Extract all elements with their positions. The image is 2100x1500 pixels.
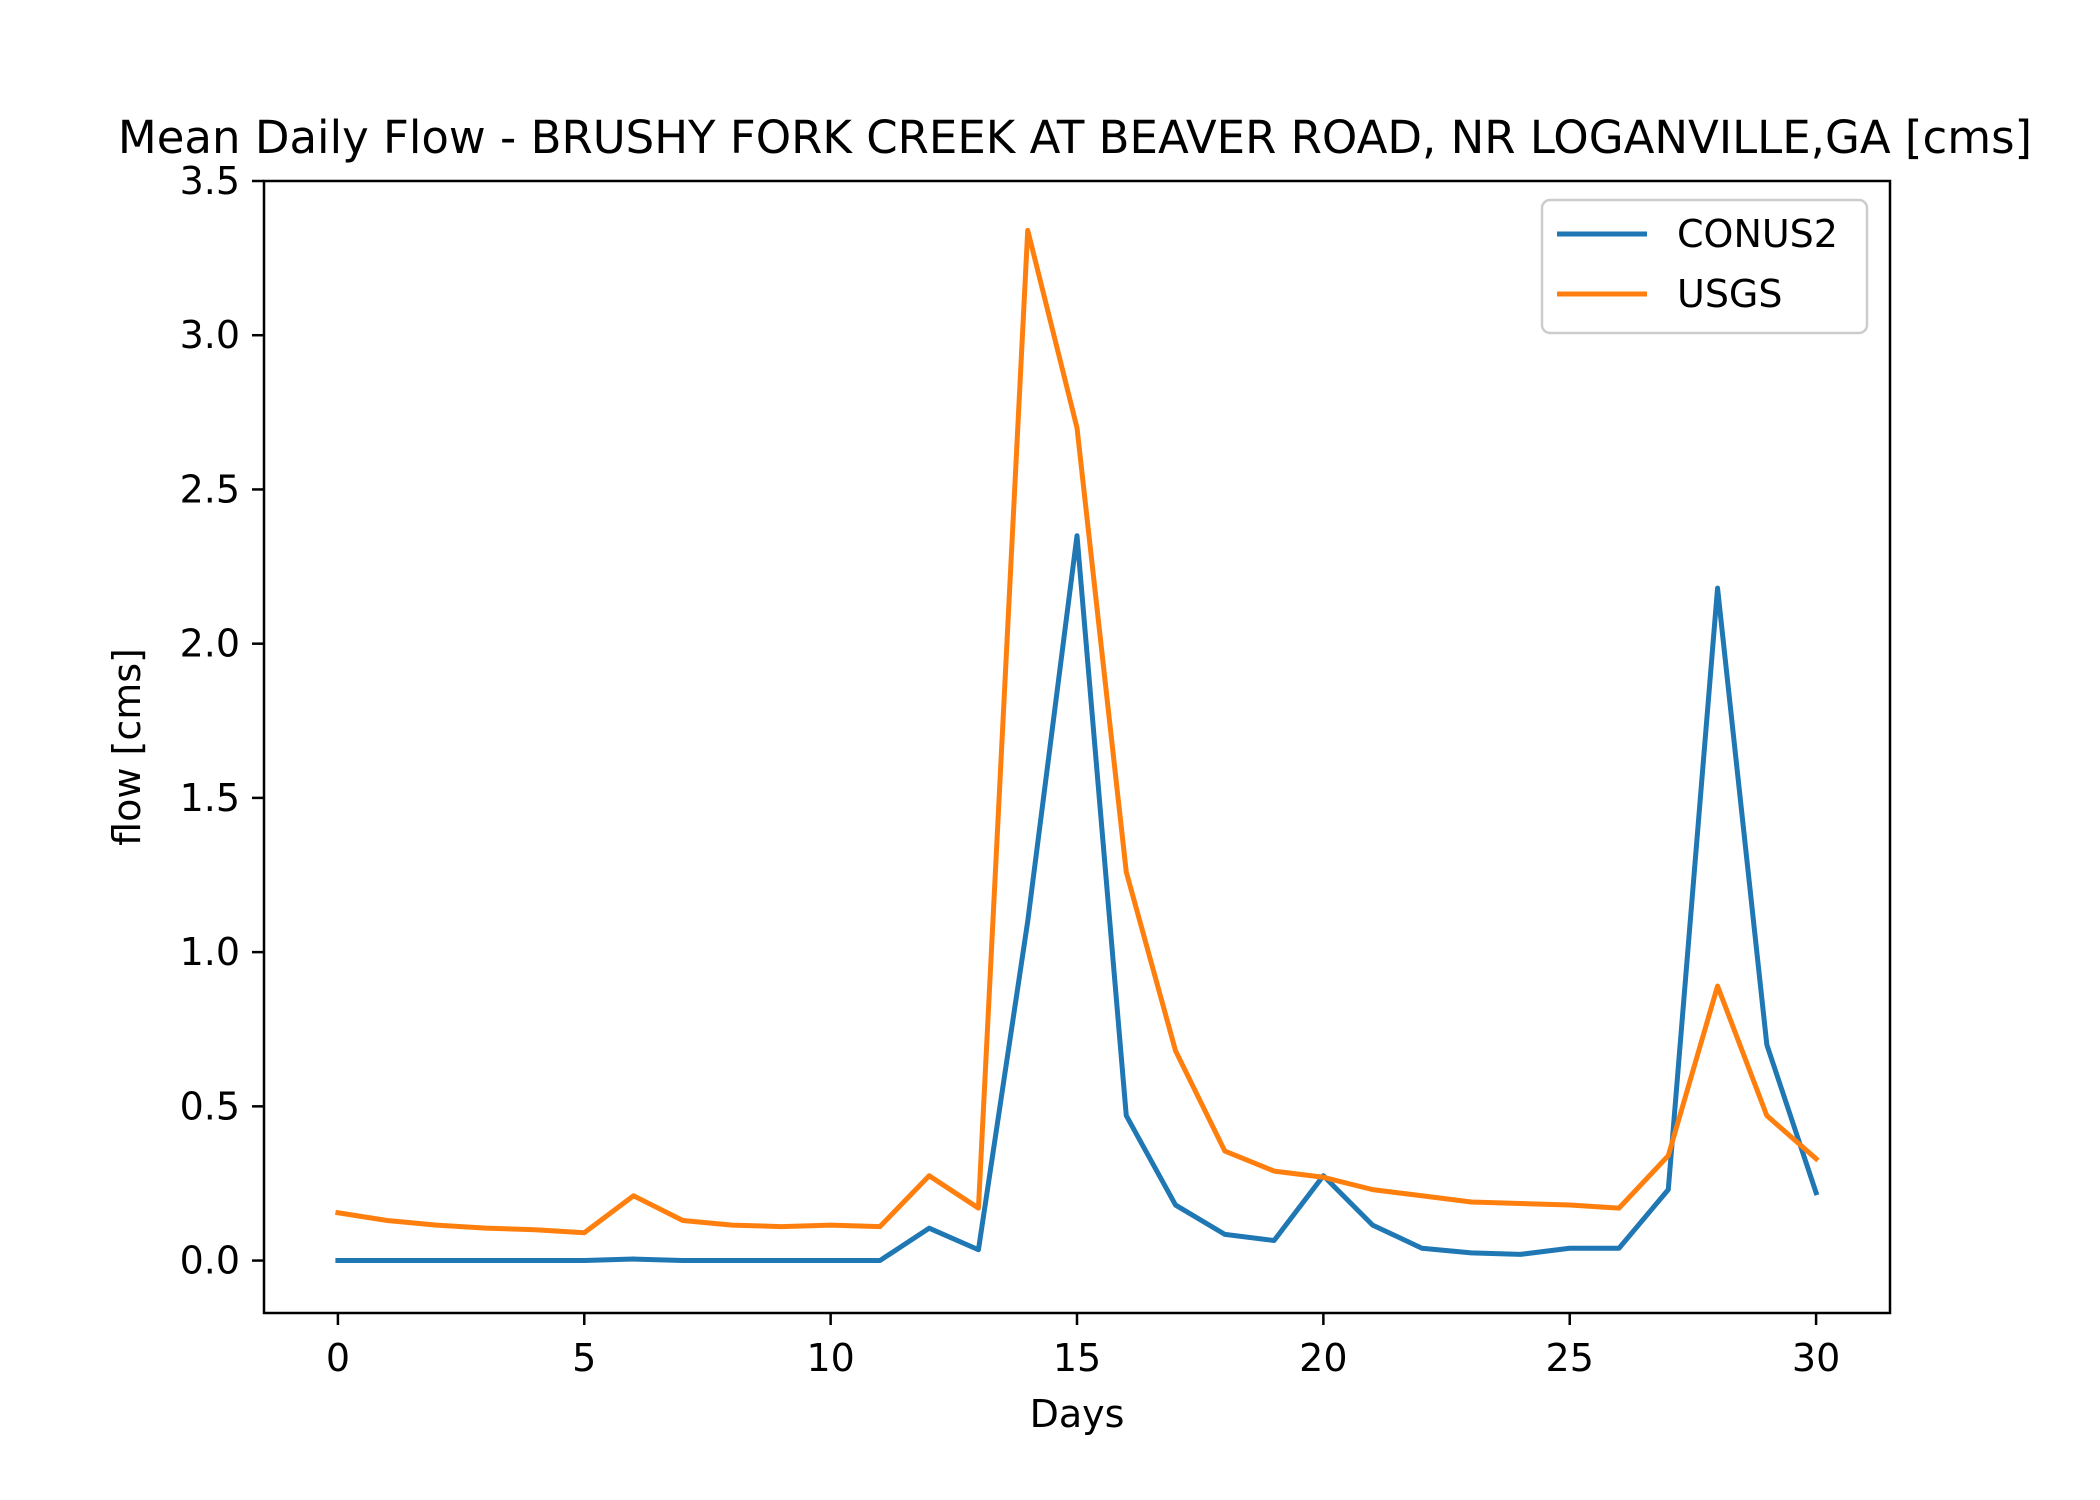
x-tick-label: 30 bbox=[1792, 1336, 1840, 1380]
x-tick-label: 0 bbox=[326, 1336, 350, 1380]
y-tick-label: 2.0 bbox=[180, 622, 240, 666]
x-axis-label: Days bbox=[1030, 1392, 1125, 1436]
y-tick-label: 1.0 bbox=[180, 930, 240, 974]
y-axis: 0.0 0.5 1.0 1.5 2.0 2.5 3.0 3.5 bbox=[180, 159, 264, 1283]
chart-title: Mean Daily Flow - BRUSHY FORK CREEK AT B… bbox=[118, 111, 2032, 164]
legend-label-usgs: USGS bbox=[1677, 272, 1783, 316]
x-tick-label: 25 bbox=[1546, 1336, 1594, 1380]
x-tick-label: 20 bbox=[1299, 1336, 1347, 1380]
x-tick-label: 5 bbox=[572, 1336, 596, 1380]
y-tick-label: 1.5 bbox=[180, 776, 240, 820]
y-axis-label: flow [cms] bbox=[105, 648, 149, 846]
legend-label-conus2: CONUS2 bbox=[1677, 212, 1838, 256]
x-tick-label: 10 bbox=[806, 1336, 854, 1380]
x-axis: 0 5 10 15 20 25 30 bbox=[326, 1313, 1840, 1380]
y-tick-label: 2.5 bbox=[180, 467, 240, 511]
y-tick-label: 3.5 bbox=[180, 159, 240, 203]
series-line-usgs bbox=[335, 227, 1820, 1236]
plot-frame bbox=[262, 179, 1892, 1315]
legend: CONUS2 USGS bbox=[1540, 198, 1869, 335]
y-tick-label: 0.5 bbox=[180, 1084, 240, 1128]
x-tick-label: 15 bbox=[1053, 1336, 1101, 1380]
y-tick-label: 3.0 bbox=[180, 313, 240, 357]
series-lines bbox=[335, 227, 1820, 1264]
series-line-conus2 bbox=[335, 533, 1820, 1264]
y-tick-label: 0.0 bbox=[180, 1239, 240, 1283]
